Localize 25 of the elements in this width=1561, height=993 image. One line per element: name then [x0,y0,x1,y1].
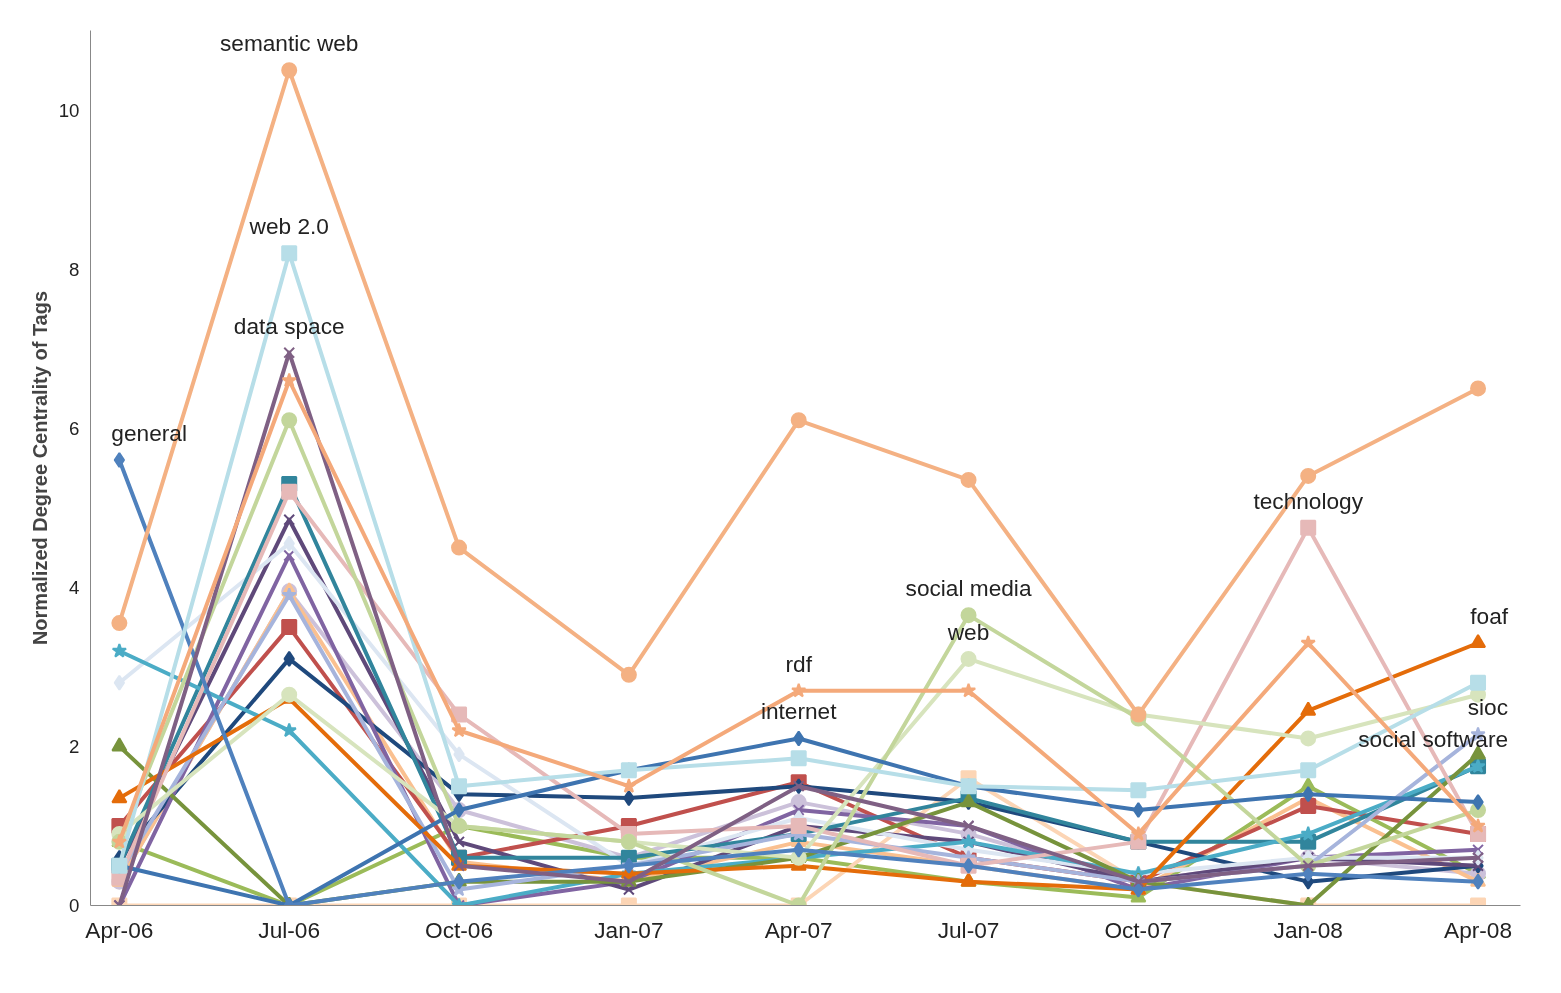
x-tick-label: Jan-07 [594,916,664,943]
y-tick-label: 10 [58,99,80,121]
x-tick-label: Oct-06 [425,916,494,943]
y-tick-label: 6 [69,417,80,439]
annotation: web 2.0 [248,213,329,240]
annotation: foaf [1470,603,1509,629]
y-axis-title: Normalized Degree Centrality of Tags [28,290,51,646]
y-tick-label: 8 [69,258,80,280]
annotation: sioc [1467,694,1509,721]
y-tick-label: 4 [69,576,80,598]
x-tick-label: Apr-07 [764,916,833,943]
x-tick-label: Jan-08 [1273,916,1343,943]
annotation: data space [233,312,345,339]
annotation: social media [905,575,1032,602]
x-tick-label: Jul-07 [937,916,1000,943]
x-tick-label: Apr-06 [85,916,154,943]
annotation: rdf [785,650,813,677]
x-tick-label: Jul-06 [258,916,321,943]
x-tick-label: Apr-08 [1444,916,1513,943]
y-tick-label: 2 [69,735,80,757]
x-tick-label: Oct-07 [1104,916,1173,943]
annotation: semantic web [219,30,359,57]
y-tick-label: 0 [69,895,80,916]
annotation: internet [760,698,838,725]
annotation: web [946,618,990,645]
